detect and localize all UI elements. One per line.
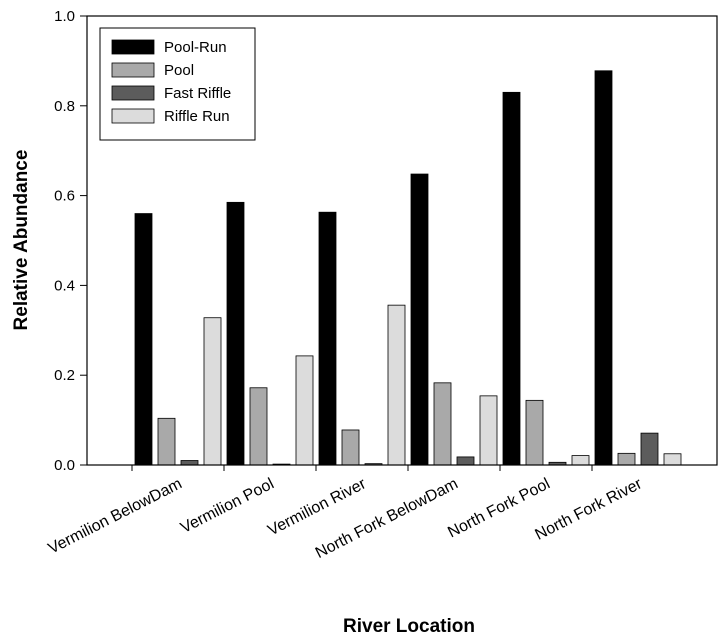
y-axis-title: Relative Abundance: [11, 150, 32, 331]
y-tick-label: 0.6: [54, 188, 75, 205]
x-category-label: Vermilion BelowDam: [46, 475, 185, 557]
legend-swatch: [111, 62, 155, 78]
bar-pool: [249, 387, 268, 466]
x-axis-title: River Location: [343, 616, 475, 637]
y-tick-label: 0.4: [54, 277, 75, 294]
bar-pool: [433, 382, 452, 466]
bar-riffle-run: [571, 455, 590, 466]
bar-riffle-run: [663, 453, 682, 466]
bar-pool-run: [134, 213, 153, 466]
bar-fast-riffle: [456, 456, 475, 466]
legend-label: Fast Riffle: [164, 85, 231, 102]
legend-swatch: [111, 39, 155, 55]
bar-riffle-run: [203, 317, 222, 466]
legend-label: Pool: [164, 62, 194, 79]
bar-pool: [617, 452, 636, 466]
bars-layer: [134, 70, 682, 466]
x-category-label: Vermilion Pool: [178, 475, 277, 537]
bar-fast-riffle: [180, 460, 199, 466]
bar-pool-run: [594, 70, 613, 466]
bar-pool-run: [226, 201, 245, 466]
bar-fast-riffle: [640, 432, 659, 466]
bar-pool: [341, 429, 360, 466]
y-tick-label: 0.0: [54, 457, 75, 474]
y-tick-label: 0.2: [54, 367, 75, 384]
plot-area: [86, 15, 718, 466]
legend-label: Riffle Run: [164, 108, 230, 125]
y-axis: 0.0 0.2 0.4 0.6 0.8 1.0: [54, 8, 87, 474]
bar-riffle-run: [387, 304, 406, 466]
legend: Pool-Run Pool Fast Riffle Riffle Run: [99, 27, 256, 141]
legend-swatch: [111, 108, 155, 124]
y-tick-label: 0.8: [54, 98, 75, 115]
legend-label: Pool-Run: [164, 39, 227, 56]
legend-swatch: [111, 85, 155, 101]
bar-pool-run: [318, 211, 337, 466]
bar-pool: [525, 399, 544, 466]
bar-riffle-run: [295, 355, 314, 466]
y-tick-label: 1.0: [54, 8, 75, 25]
bar-riffle-run: [479, 395, 498, 466]
bar-pool-run: [410, 173, 429, 466]
bar-pool: [157, 417, 176, 466]
bar-pool-run: [502, 91, 521, 466]
